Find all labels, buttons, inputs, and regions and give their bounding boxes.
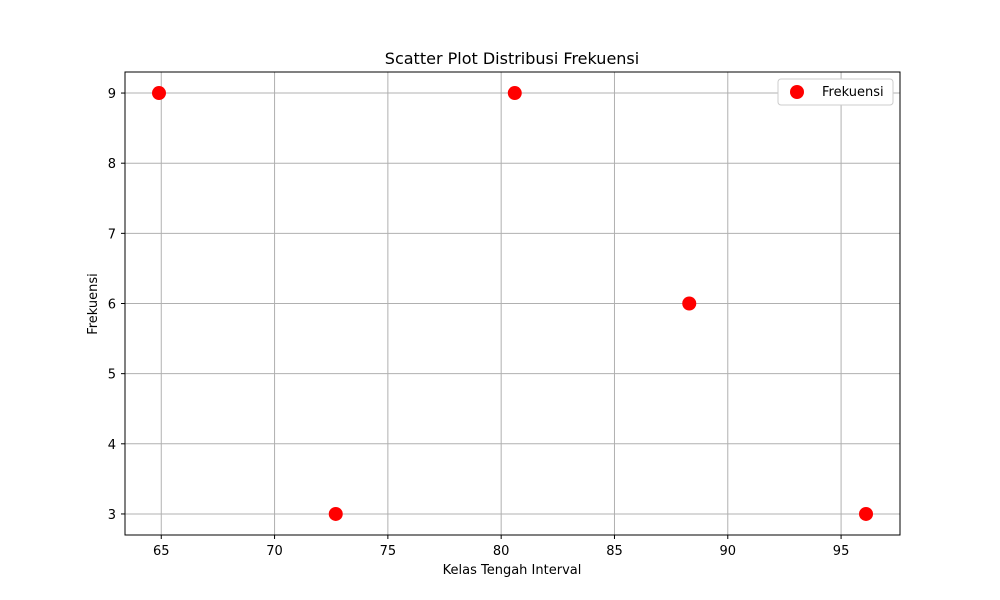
scatter-point <box>859 506 874 521</box>
y-tick-label: 8 <box>108 157 116 172</box>
y-tick-label: 4 <box>108 438 116 453</box>
scatter-point <box>151 86 166 101</box>
x-tick-label: 75 <box>380 544 397 559</box>
y-tick-label: 9 <box>108 87 116 102</box>
data-points <box>151 86 874 521</box>
legend-marker <box>790 85 804 99</box>
scatter-point <box>682 296 697 311</box>
y-tick-label: 6 <box>108 298 116 313</box>
y-tick-label: 7 <box>108 227 116 242</box>
legend-box <box>777 78 894 106</box>
y-tick-label: 3 <box>108 508 116 523</box>
x-axis-label: Kelas Tengah Interval <box>443 563 582 578</box>
x-tick-label: 85 <box>606 544 623 559</box>
y-axis-label: Frekuensi <box>86 273 101 335</box>
chart-title: Scatter Plot Distribusi Frekuensi <box>385 49 639 68</box>
y-tick-label: 5 <box>108 368 116 383</box>
scatter-point <box>328 506 343 521</box>
x-tick-label: 80 <box>493 544 510 559</box>
legend: Frekuensi <box>777 78 894 106</box>
legend-label: Frekuensi <box>822 85 884 100</box>
x-tick-label: 70 <box>266 544 283 559</box>
axis-ticks: 65 70 75 80 85 90 95 3 4 5 6 7 8 9 <box>108 87 850 559</box>
scatter-point <box>507 86 522 101</box>
x-tick-label: 95 <box>833 544 850 559</box>
x-tick-label: 90 <box>720 544 737 559</box>
x-tick-label: 65 <box>153 544 170 559</box>
